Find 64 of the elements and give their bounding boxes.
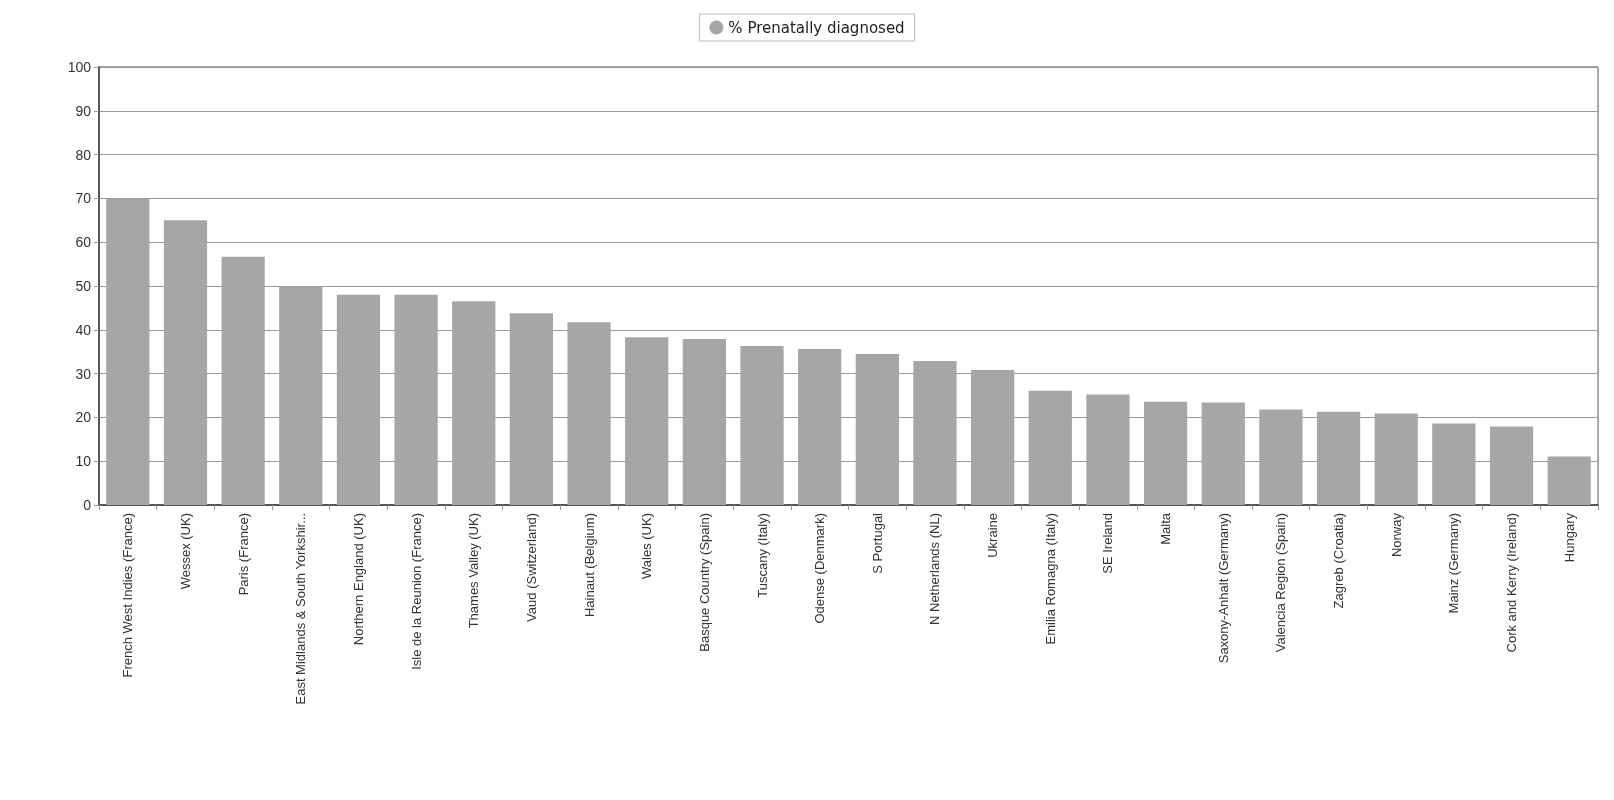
- legend-label: % Prenatally diagnosed: [728, 18, 905, 37]
- x-tick-label: Ukraine: [985, 513, 1001, 558]
- y-tick-label: 60: [75, 234, 92, 251]
- x-tick-label: Odense (Denmark): [812, 513, 828, 624]
- x-tick-label: Vaud (Switzerland): [523, 513, 539, 622]
- x-tick-label: N Netherlands (NL): [927, 513, 943, 625]
- x-tick-label: Saxony-Anhalt (Germany): [1215, 513, 1231, 664]
- bar: [221, 256, 265, 505]
- bar: [798, 349, 842, 505]
- y-tick-label: 40: [75, 321, 92, 338]
- bar: [1316, 411, 1361, 505]
- x-tick-label: Hainaut (Belgium): [581, 513, 597, 618]
- x-tick-label: Wessex (UK): [177, 513, 193, 590]
- x-tick-label: SE Ireland: [1100, 513, 1116, 574]
- x-tick-label: Wales (UK): [639, 513, 655, 579]
- x-tick-label: Tuscany (Italy): [754, 513, 770, 598]
- y-tick-label: 50: [75, 278, 92, 294]
- bar: [1086, 394, 1130, 505]
- bar: [682, 339, 726, 505]
- bar: [971, 370, 1015, 505]
- y-tick-label: 100: [67, 59, 92, 75]
- y-tick-label: 10: [75, 453, 92, 470]
- bar: [336, 294, 381, 505]
- y-tick-label: 30: [75, 365, 92, 382]
- bar: [1432, 423, 1476, 505]
- bar: [163, 220, 208, 505]
- y-tick-label: 20: [75, 409, 92, 426]
- bar: [1028, 390, 1072, 505]
- bar: [1489, 426, 1534, 505]
- x-tick-label: French West Indies (France): [120, 513, 136, 678]
- y-tick-label: 90: [75, 102, 92, 119]
- x-tick-label: Northern England (UK): [350, 513, 366, 646]
- x-tick-label: Mainz (Germany): [1446, 513, 1462, 614]
- bar: [452, 301, 496, 505]
- bar: [509, 313, 554, 505]
- bar: [1259, 409, 1303, 505]
- bar: [1374, 413, 1418, 505]
- x-tick-label: East Midlands & South Yorkshir...: [293, 513, 309, 705]
- bar: [1143, 401, 1188, 505]
- x-tick-label: Valencia Region (Spain): [1273, 513, 1289, 653]
- x-tick-label: Malta: [1158, 512, 1174, 545]
- x-tick-label: Basque Country (Spain): [696, 513, 712, 652]
- bar: [567, 322, 611, 505]
- x-tick-label: Isle de la Reunion (France): [408, 513, 424, 670]
- x-tick-label: Norway: [1388, 512, 1404, 558]
- x-tick-label: Emilia Romagna (Italy): [1042, 513, 1058, 645]
- x-tick-label: Thames Valley (UK): [466, 513, 482, 629]
- x-tick-label: Hungary: [1561, 512, 1577, 563]
- bar: [106, 198, 150, 505]
- bar: [913, 360, 957, 505]
- x-tick-label: Paris (France): [235, 513, 251, 596]
- bar: [279, 286, 323, 505]
- y-tick-label: 0: [83, 497, 92, 513]
- x-tick-label: S Portugal: [869, 512, 885, 574]
- bar: [1547, 456, 1591, 505]
- y-tick-label: 80: [75, 146, 92, 163]
- bar: [740, 346, 784, 505]
- bar: [855, 353, 899, 505]
- y-tick-label: 70: [75, 190, 92, 207]
- x-tick-label: Cork and Kerry (Ireland): [1504, 513, 1520, 653]
- x-tick-label: Zagreb (Croatia): [1331, 513, 1347, 609]
- bar: [625, 337, 669, 505]
- bar: [394, 294, 438, 505]
- bar: [1201, 402, 1245, 505]
